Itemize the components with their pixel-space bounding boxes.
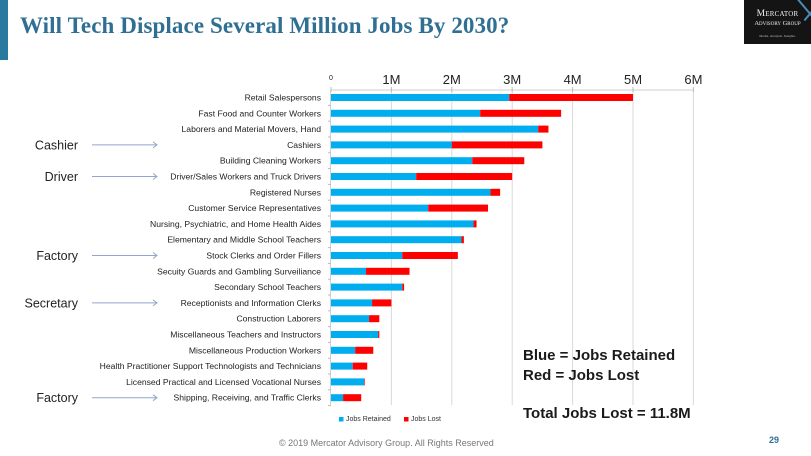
bar-jobs-retained xyxy=(331,252,403,259)
note-blue: Blue = Jobs Retained xyxy=(523,347,676,364)
x-tick-label: 2M xyxy=(443,72,461,87)
category-label: Elementary and Middle School Teachers xyxy=(167,235,321,245)
category-label: Shipping, Receiving, and Traffic Clerks xyxy=(174,393,321,403)
bar-jobs-lost xyxy=(480,109,562,117)
annotation-label: Driver xyxy=(45,170,78,184)
bar-jobs-lost xyxy=(352,362,368,370)
bar-jobs-retained xyxy=(331,378,365,386)
bar-jobs-lost xyxy=(402,252,458,259)
logo-tagline: Media. Analysis. Insights. xyxy=(759,34,796,38)
category-label: Registered Nurses xyxy=(250,187,321,197)
bar-jobs-retained xyxy=(331,173,417,180)
category-label: Stock Clerks and Order Fillers xyxy=(206,251,321,261)
x-tick-label: 4M xyxy=(564,72,582,87)
category-label: Secondary School Teachers xyxy=(214,282,321,292)
logo-name: Mercator xyxy=(756,9,799,19)
company-logo: Mercator Advisory Group Media. Analysis.… xyxy=(744,0,811,44)
bar-jobs-lost xyxy=(451,141,543,149)
category-label: Secuity Guards and Gambling Surveiliance xyxy=(157,266,321,276)
bar-jobs-retained xyxy=(331,362,353,370)
bar-jobs-lost xyxy=(369,315,380,323)
category-labels: Retail Salespersons Fast Food and Counter… xyxy=(100,93,322,403)
bar-jobs-lost xyxy=(343,394,362,402)
annotation-label: Factory xyxy=(36,391,78,405)
note-red: Red = Jobs Lost xyxy=(523,367,640,384)
bar-jobs-lost xyxy=(416,173,513,180)
accent-bar xyxy=(0,0,8,60)
logo-subtitle: Advisory Group xyxy=(754,20,801,27)
arrow-head-icon xyxy=(152,299,158,307)
bar-jobs-retained xyxy=(331,141,452,149)
annotation-label: Secretary xyxy=(25,296,79,310)
category-label: Miscellaneous Production Workers xyxy=(189,345,321,355)
bar-jobs-lost xyxy=(366,267,410,275)
legend-swatch-lost xyxy=(404,417,409,422)
arrow-head-icon xyxy=(152,252,158,259)
bar-jobs-retained xyxy=(331,394,344,402)
bar-jobs-lost xyxy=(472,157,525,165)
legend: Jobs Retained Jobs Lost xyxy=(339,416,441,423)
category-label: Driver/Sales Workers and Truck Drivers xyxy=(170,172,321,182)
annotation-label: Cashier xyxy=(35,138,78,152)
bar-jobs-retained xyxy=(331,204,429,212)
legend-label-lost: Jobs Lost xyxy=(411,416,441,423)
bar-jobs-retained xyxy=(331,236,462,244)
x-tick-label: 1M xyxy=(382,72,400,87)
category-label: Customer Service Representatives xyxy=(188,203,321,213)
bar-jobs-lost xyxy=(538,125,549,133)
bar-jobs-retained xyxy=(331,283,403,291)
arrow-head-icon xyxy=(152,173,158,180)
arrow-head-icon xyxy=(152,394,158,402)
copyright-footer: © 2019 Mercator Advisory Group. All Righ… xyxy=(279,438,494,448)
bar-jobs-lost xyxy=(473,220,477,228)
category-label: Retail Salespersons xyxy=(245,93,321,103)
arrow-head-icon xyxy=(152,141,158,149)
bar-jobs-retained xyxy=(331,346,356,354)
bar-jobs-retained xyxy=(331,331,379,338)
page-number: 29 xyxy=(769,435,780,445)
bar-jobs-lost xyxy=(490,188,501,196)
x-tick-label: 0 xyxy=(329,75,333,82)
x-tick-label: 6M xyxy=(684,72,702,87)
category-label: Construction Laborers xyxy=(236,314,321,324)
legend-swatch-retained xyxy=(339,417,344,422)
legend-label-retained: Jobs Retained xyxy=(346,416,391,423)
bar-jobs-lost xyxy=(402,283,405,291)
bar-jobs-retained xyxy=(331,94,510,101)
bar-jobs-retained xyxy=(331,109,481,117)
note-total: Total Jobs Lost = 11.8M xyxy=(523,405,691,422)
bar-jobs-retained xyxy=(331,267,367,275)
category-label: Fast Food and Counter Workers xyxy=(198,108,321,118)
bar-jobs-lost xyxy=(372,299,392,307)
bar-jobs-retained xyxy=(331,188,491,196)
category-label: Licensed Practical and Licensed Vocation… xyxy=(126,377,321,387)
category-label: Miscellaneous Teachers and Instructors xyxy=(170,330,321,340)
annotation-label: Factory xyxy=(36,249,78,263)
category-label: Health Practitioner Support Technologist… xyxy=(100,361,321,371)
bar-jobs-retained xyxy=(331,157,473,165)
category-label: Receptionists and Information Clerks xyxy=(181,298,321,308)
bars xyxy=(331,94,633,402)
x-tick-label: 3M xyxy=(503,72,521,87)
x-axis: 0 1M 2M 3M 4M 5M 6M xyxy=(328,72,702,407)
bar-jobs-retained xyxy=(331,299,373,307)
category-label: Cashiers xyxy=(287,140,321,150)
category-label: Building Cleaning Workers xyxy=(220,156,321,166)
bar-jobs-lost xyxy=(355,346,374,354)
bar-jobs-lost xyxy=(509,94,633,101)
bar-jobs-lost xyxy=(428,204,489,212)
bar-jobs-lost xyxy=(364,378,365,386)
x-tick-label: 5M xyxy=(624,72,642,87)
category-label: Laborers and Material Movers, Hand xyxy=(182,124,322,134)
annotations: Cashier Driver Factory Secretary Factory xyxy=(25,138,158,405)
category-label: Nursing, Psychiatric, and Home Health Ai… xyxy=(150,219,321,229)
bar-jobs-lost xyxy=(461,236,464,244)
bar-jobs-retained xyxy=(331,220,474,228)
bar-jobs-retained xyxy=(331,125,539,133)
slide-title: Will Tech Displace Several Million Jobs … xyxy=(20,13,510,38)
bar-jobs-lost xyxy=(378,331,380,338)
bar-jobs-retained xyxy=(331,315,370,323)
